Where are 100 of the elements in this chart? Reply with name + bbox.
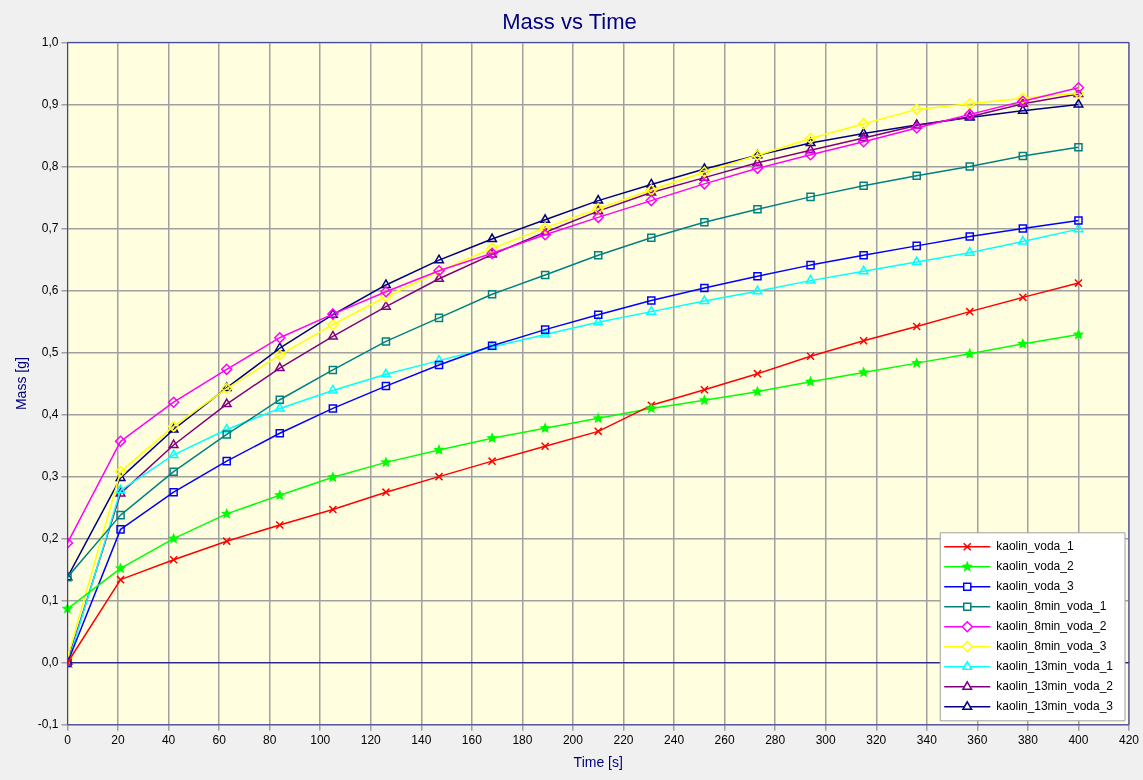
point	[539, 422, 551, 434]
point	[540, 328, 551, 338]
point	[700, 385, 709, 395]
point	[487, 456, 497, 466]
point	[222, 456, 231, 466]
x-tick-label: 400	[1068, 733, 1089, 748]
y-tick-label: 0,6	[41, 282, 59, 297]
point	[965, 307, 975, 316]
x-tick-label: 20	[111, 733, 126, 748]
point	[647, 296, 656, 305]
point	[222, 536, 231, 546]
point	[857, 135, 870, 148]
point	[433, 354, 445, 364]
point	[858, 127, 869, 137]
point	[221, 423, 232, 433]
point	[804, 132, 817, 145]
x-tick-label: 340	[916, 733, 938, 748]
point	[1017, 92, 1029, 104]
x-tick-label: 120	[360, 733, 382, 748]
point	[169, 467, 178, 476]
point	[380, 291, 392, 303]
legend-label: kaolin_8min_voda_2	[996, 619, 1107, 634]
x-tick-label: 40	[161, 733, 176, 748]
x-tick-label: 0	[64, 733, 72, 748]
point	[114, 465, 127, 478]
point	[540, 214, 551, 224]
point	[647, 401, 656, 410]
x-tick-label: 220	[613, 733, 634, 748]
point	[220, 363, 233, 376]
x-tick-label: 320	[866, 733, 887, 748]
point	[910, 357, 923, 368]
point	[910, 103, 923, 116]
point	[912, 241, 921, 251]
point	[645, 194, 658, 207]
point	[1017, 337, 1029, 349]
x-tick-label: 80	[262, 733, 277, 748]
point	[912, 171, 921, 181]
point	[274, 489, 286, 501]
point	[222, 430, 231, 439]
legend-label: kaolin_8min_voda_3	[996, 639, 1107, 654]
point	[1074, 216, 1083, 225]
point	[593, 427, 603, 436]
point	[381, 337, 391, 346]
point	[752, 157, 763, 166]
point	[1073, 98, 1084, 108]
y-tick-label: -0,1	[37, 717, 59, 732]
point	[646, 305, 657, 315]
legend-label: kaolin_13min_voda_2	[996, 679, 1114, 694]
point	[434, 360, 444, 370]
y-tick-label: 0,0	[41, 655, 59, 670]
point	[274, 342, 285, 352]
x-tick-label: 200	[562, 733, 584, 748]
point	[116, 575, 125, 584]
point	[116, 525, 125, 534]
point	[328, 505, 338, 514]
y-tick-label: 0,9	[41, 96, 59, 111]
point	[752, 285, 763, 295]
point	[858, 265, 869, 275]
point	[381, 487, 391, 497]
point	[753, 271, 762, 281]
point	[698, 394, 711, 406]
point	[593, 316, 604, 326]
point	[116, 510, 125, 520]
point	[593, 310, 603, 320]
point	[859, 181, 868, 190]
point	[380, 279, 392, 289]
point	[169, 555, 178, 565]
point	[169, 487, 178, 497]
x-tick-label: 280	[765, 733, 786, 748]
point	[1073, 223, 1084, 233]
x-tick-label: 300	[815, 733, 837, 748]
chart-title: Mass vs Time	[502, 9, 637, 35]
point	[168, 449, 179, 459]
point	[593, 250, 603, 260]
point	[964, 98, 976, 110]
point	[912, 322, 921, 331]
point	[433, 273, 445, 283]
point	[965, 232, 975, 241]
y-tick-label: 0,8	[41, 158, 59, 173]
point	[858, 132, 869, 142]
point	[274, 362, 285, 372]
legend-label: kaolin_13min_voda_3	[996, 699, 1114, 714]
point	[540, 325, 550, 334]
point	[910, 122, 923, 134]
point	[804, 148, 817, 161]
point	[805, 144, 816, 154]
point	[328, 365, 338, 375]
point	[381, 381, 391, 391]
point	[1017, 235, 1028, 245]
point	[327, 471, 339, 483]
point	[433, 443, 445, 455]
legend-label: kaolin_8min_voda_1	[996, 599, 1107, 614]
point	[593, 194, 604, 204]
y-tick-label: 0,2	[41, 531, 59, 545]
y-tick-label: 0,5	[41, 344, 59, 359]
point	[753, 204, 762, 214]
point	[114, 562, 127, 574]
y-axis-title: Mass [g]	[13, 357, 30, 411]
point	[540, 226, 551, 236]
point	[700, 283, 709, 293]
